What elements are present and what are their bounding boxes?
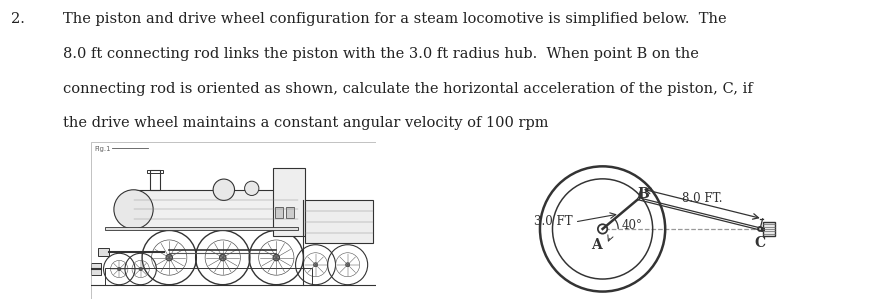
- Text: the drive wheel maintains a constant angular velocity of 100 rpm: the drive wheel maintains a constant ang…: [63, 116, 549, 130]
- Text: Fig.1: Fig.1: [94, 146, 111, 152]
- Circle shape: [638, 198, 639, 199]
- Text: C: C: [754, 236, 766, 250]
- Circle shape: [219, 254, 226, 261]
- Bar: [150, 170, 160, 190]
- Circle shape: [273, 254, 279, 261]
- Bar: [134, 190, 298, 229]
- Bar: [98, 248, 109, 256]
- Text: A: A: [591, 239, 602, 252]
- Circle shape: [213, 179, 234, 201]
- Circle shape: [114, 190, 153, 229]
- Text: 8.0 FT.: 8.0 FT.: [682, 192, 722, 205]
- Bar: [285, 207, 294, 218]
- Bar: [761, 227, 763, 231]
- Text: 3.0 FT: 3.0 FT: [534, 216, 572, 229]
- Circle shape: [245, 181, 259, 195]
- Bar: [305, 201, 373, 243]
- Text: connecting rod is oriented as shown, calculate the horizontal acceleration of th: connecting rod is oriented as shown, cal…: [63, 82, 753, 95]
- Bar: [763, 222, 775, 236]
- Bar: [105, 227, 298, 230]
- Text: 2.: 2.: [11, 12, 25, 26]
- Circle shape: [345, 263, 350, 267]
- Circle shape: [139, 268, 142, 271]
- Text: B: B: [637, 187, 648, 201]
- Bar: [147, 170, 163, 173]
- Bar: [91, 263, 101, 275]
- Circle shape: [759, 227, 762, 231]
- Circle shape: [314, 263, 317, 267]
- Circle shape: [118, 268, 121, 271]
- Circle shape: [598, 224, 607, 234]
- Text: The piston and drive wheel configuration for a steam locomotive is simplified be: The piston and drive wheel configuration…: [63, 12, 727, 26]
- Circle shape: [166, 254, 173, 261]
- Bar: [273, 168, 305, 236]
- Bar: [275, 207, 284, 218]
- Text: 8.0 ft connecting rod links the piston with the 3.0 ft radius hub.  When point B: 8.0 ft connecting rod links the piston w…: [63, 47, 700, 61]
- Bar: [105, 268, 312, 285]
- Text: 40°: 40°: [622, 219, 642, 232]
